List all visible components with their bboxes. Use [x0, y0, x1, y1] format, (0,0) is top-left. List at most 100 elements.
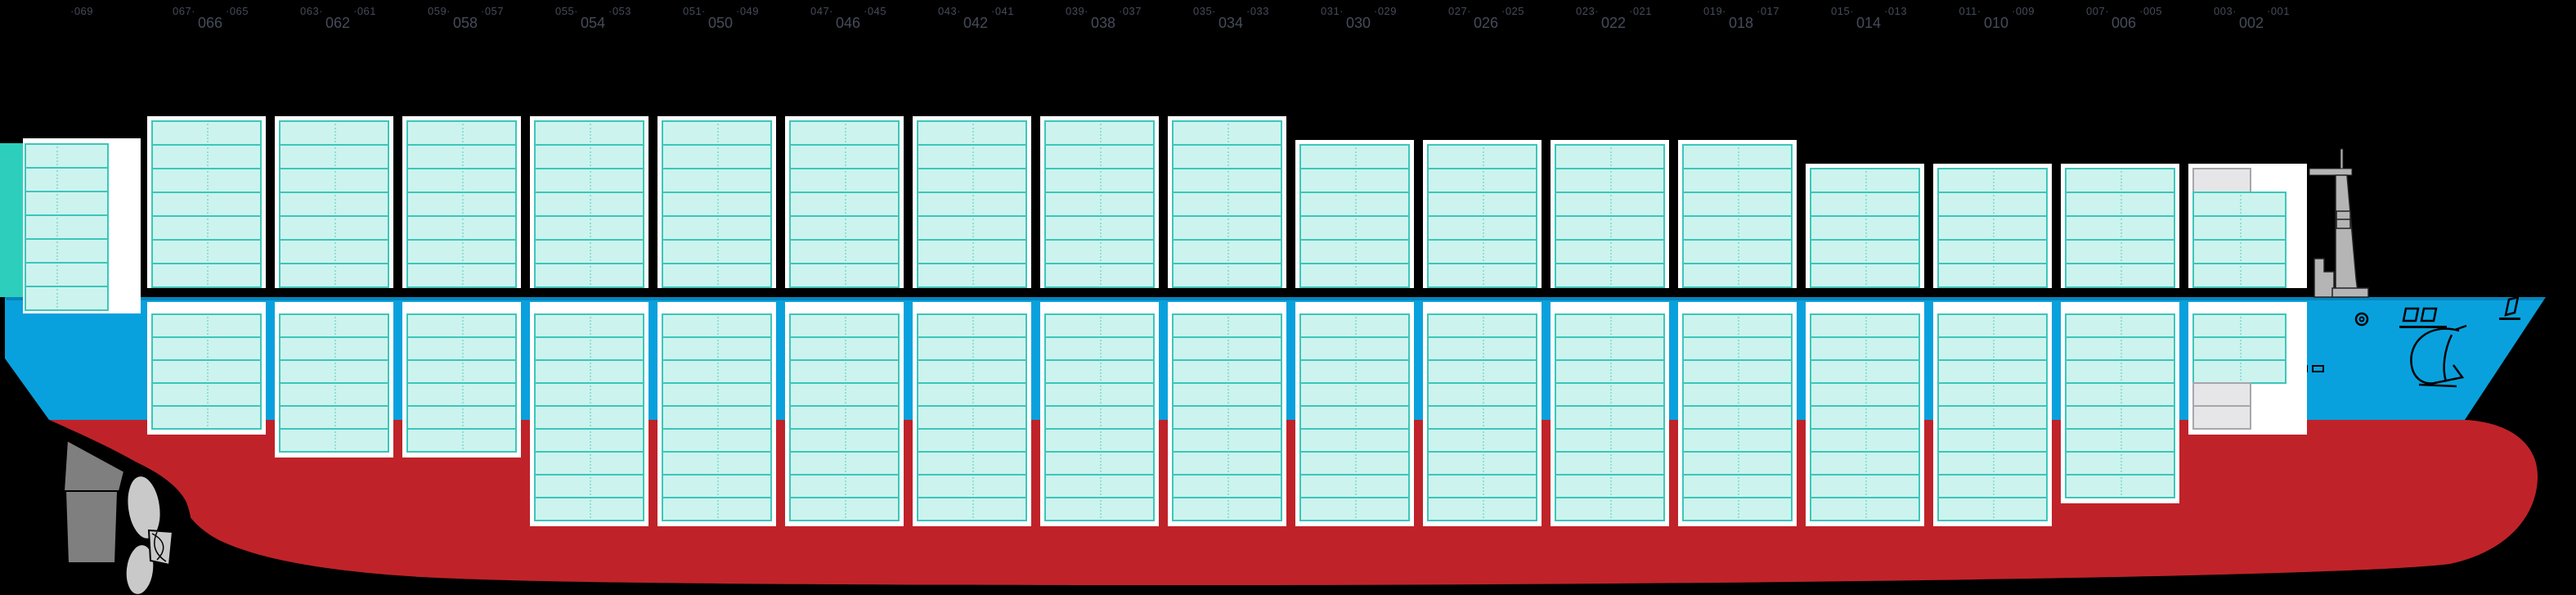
container-slot[interactable]	[1172, 239, 1282, 264]
container-slot[interactable]	[2065, 428, 2175, 453]
container-slot[interactable]	[917, 144, 1027, 169]
container-slot[interactable]	[1810, 313, 1920, 338]
container-slot[interactable]	[1810, 497, 1920, 521]
container-slot[interactable]	[151, 359, 262, 384]
container-slot[interactable]	[1682, 192, 1793, 217]
container-slot[interactable]	[151, 120, 262, 146]
container-slot[interactable]	[279, 405, 389, 430]
container-slot[interactable]	[917, 428, 1027, 453]
container-slot[interactable]	[917, 263, 1027, 288]
container-slot[interactable]	[1044, 359, 1155, 384]
container-slot[interactable]	[789, 474, 900, 498]
container-slot[interactable]	[662, 336, 772, 361]
container-slot[interactable]	[25, 191, 109, 216]
container-slot[interactable]	[2192, 359, 2287, 384]
container-slot[interactable]	[1044, 474, 1155, 498]
container-slot[interactable]	[1427, 192, 1537, 217]
container-slot[interactable]	[1682, 405, 1793, 430]
container-slot[interactable]	[1172, 497, 1282, 521]
container-slot[interactable]	[917, 120, 1027, 146]
container-slot[interactable]	[279, 382, 389, 407]
container-slot[interactable]	[279, 120, 389, 146]
container-slot[interactable]	[1682, 313, 1793, 338]
container-slot[interactable]	[1555, 239, 1665, 264]
container-slot[interactable]	[406, 168, 517, 193]
container-slot[interactable]	[789, 215, 900, 241]
container-slot[interactable]	[1810, 239, 1920, 264]
container-slot[interactable]	[1810, 382, 1920, 407]
container-slot[interactable]	[279, 263, 389, 288]
container-slot[interactable]	[2192, 263, 2287, 288]
container-slot[interactable]	[1299, 382, 1410, 407]
container-slot[interactable]	[1555, 192, 1665, 217]
container-slot[interactable]	[534, 215, 644, 241]
container-slot[interactable]	[1172, 336, 1282, 361]
container-slot[interactable]	[2065, 451, 2175, 476]
container-slot[interactable]	[917, 239, 1027, 264]
container-slot[interactable]	[406, 144, 517, 169]
container-slot[interactable]	[1044, 144, 1155, 169]
container-slot[interactable]	[1299, 144, 1410, 169]
container-slot[interactable]	[25, 214, 109, 240]
container-slot[interactable]	[1172, 144, 1282, 169]
container-slot[interactable]	[1044, 263, 1155, 288]
container-slot[interactable]	[1682, 144, 1793, 169]
container-slot[interactable]	[1682, 474, 1793, 498]
container-slot[interactable]	[1937, 405, 2048, 430]
container-slot[interactable]	[534, 239, 644, 264]
container-slot[interactable]	[1937, 336, 2048, 361]
container-slot[interactable]	[1044, 313, 1155, 338]
container-slot[interactable]	[2065, 336, 2175, 361]
container-slot[interactable]	[1299, 474, 1410, 498]
container-slot[interactable]	[789, 405, 900, 430]
container-slot[interactable]	[917, 215, 1027, 241]
container-slot[interactable]	[1427, 168, 1537, 193]
container-slot[interactable]	[1682, 428, 1793, 453]
container-slot[interactable]	[1682, 239, 1793, 264]
container-slot[interactable]	[1937, 451, 2048, 476]
container-slot[interactable]	[2065, 359, 2175, 384]
container-slot[interactable]	[662, 168, 772, 193]
container-slot[interactable]	[1810, 168, 1920, 193]
container-slot[interactable]	[662, 405, 772, 430]
container-slot[interactable]	[534, 168, 644, 193]
container-slot[interactable]	[1555, 263, 1665, 288]
container-slot[interactable]	[1810, 405, 1920, 430]
container-slot[interactable]	[279, 144, 389, 169]
container-slot[interactable]	[1299, 239, 1410, 264]
container-slot[interactable]	[25, 167, 109, 192]
container-slot[interactable]	[1299, 497, 1410, 521]
container-slot[interactable]	[1427, 144, 1537, 169]
container-slot[interactable]	[1555, 451, 1665, 476]
container-slot[interactable]	[2065, 474, 2175, 498]
container-slot[interactable]	[534, 192, 644, 217]
container-slot[interactable]	[1299, 336, 1410, 361]
container-slot[interactable]	[1427, 382, 1537, 407]
container-slot[interactable]	[917, 405, 1027, 430]
container-slot[interactable]	[1555, 215, 1665, 241]
container-slot[interactable]	[1044, 428, 1155, 453]
container-slot[interactable]	[1172, 168, 1282, 193]
container-slot[interactable]	[1682, 497, 1793, 521]
container-slot[interactable]	[279, 313, 389, 338]
container-slot[interactable]	[1172, 313, 1282, 338]
container-slot[interactable]	[662, 451, 772, 476]
container-slot[interactable]	[1555, 405, 1665, 430]
container-slot[interactable]	[1682, 263, 1793, 288]
container-slot[interactable]	[1299, 192, 1410, 217]
container-slot[interactable]	[2192, 336, 2287, 361]
container-slot[interactable]	[1044, 336, 1155, 361]
container-slot[interactable]	[789, 239, 900, 264]
container-slot[interactable]	[1810, 192, 1920, 217]
container-slot-gray[interactable]	[2192, 168, 2251, 193]
container-slot[interactable]	[1937, 497, 2048, 521]
container-slot[interactable]	[1810, 215, 1920, 241]
container-slot[interactable]	[1937, 313, 2048, 338]
container-slot[interactable]	[1937, 192, 2048, 217]
container-slot[interactable]	[151, 168, 262, 193]
container-slot[interactable]	[151, 239, 262, 264]
container-slot[interactable]	[534, 120, 644, 146]
container-slot[interactable]	[151, 382, 262, 407]
container-slot[interactable]	[1937, 239, 2048, 264]
container-slot[interactable]	[534, 359, 644, 384]
